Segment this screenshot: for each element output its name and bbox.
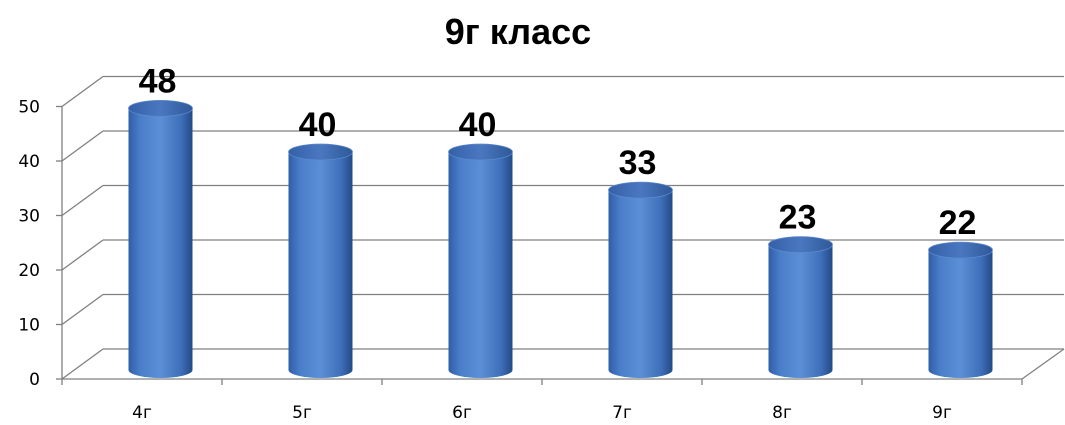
data-label: 33: [619, 144, 657, 182]
grid-line-side: [61, 75, 104, 108]
data-label: 48: [139, 62, 177, 100]
x-tick-label: 5г: [292, 403, 312, 423]
bar-top: [448, 143, 513, 161]
data-label: 40: [459, 106, 497, 144]
data-labels: 48 40 40 33 23 22: [139, 62, 977, 242]
grid-line-side: [61, 239, 104, 271]
data-label: 23: [779, 199, 817, 237]
x-tick-label: 6г: [452, 403, 472, 423]
grid-line-side: [61, 130, 104, 162]
x-tick-label: 9г: [932, 403, 952, 423]
bar: [128, 100, 193, 379]
bar-body: [608, 190, 673, 378]
bar-body: [928, 250, 993, 378]
grid: [61, 75, 1064, 380]
bar: [288, 143, 353, 378]
grid-line-side: [61, 293, 104, 326]
bar: [608, 181, 673, 378]
data-label: 40: [299, 106, 337, 144]
x-tick-label: 4г: [132, 403, 152, 423]
y-tick-label: 40: [18, 152, 40, 172]
y-tick-label: 20: [18, 261, 40, 281]
x-tick-labels: 4г 5г 6г 7г 8г 9г: [132, 403, 952, 423]
bar-body: [128, 108, 193, 379]
bar: [448, 143, 513, 378]
bar-top: [608, 181, 673, 199]
data-label: 22: [939, 204, 977, 242]
bar-top: [128, 100, 193, 117]
y-tick-label: 10: [18, 316, 40, 336]
y-tick-label: 50: [18, 98, 40, 118]
x-axis-floor: [62, 348, 1065, 380]
y-tick-label: 0: [29, 370, 40, 390]
bar-body: [768, 244, 833, 378]
bar-top: [928, 241, 993, 259]
bar-body: [448, 152, 513, 378]
bars: [128, 100, 993, 379]
chart-title: 9г класс: [445, 11, 591, 52]
bar: [928, 241, 993, 378]
grid-line-side: [61, 184, 104, 217]
x-tick-label: 7г: [612, 403, 632, 423]
bar-top: [288, 143, 353, 161]
axes: [56, 105, 1065, 385]
bar-top: [768, 236, 833, 254]
x-tick-label: 8г: [772, 403, 792, 423]
bar-body: [288, 152, 353, 378]
grid-line-side: [61, 348, 104, 380]
y-tick-label: 30: [18, 207, 40, 227]
y-tick-labels: 0 10 20 30 40 50: [18, 98, 40, 391]
bar: [768, 236, 833, 378]
